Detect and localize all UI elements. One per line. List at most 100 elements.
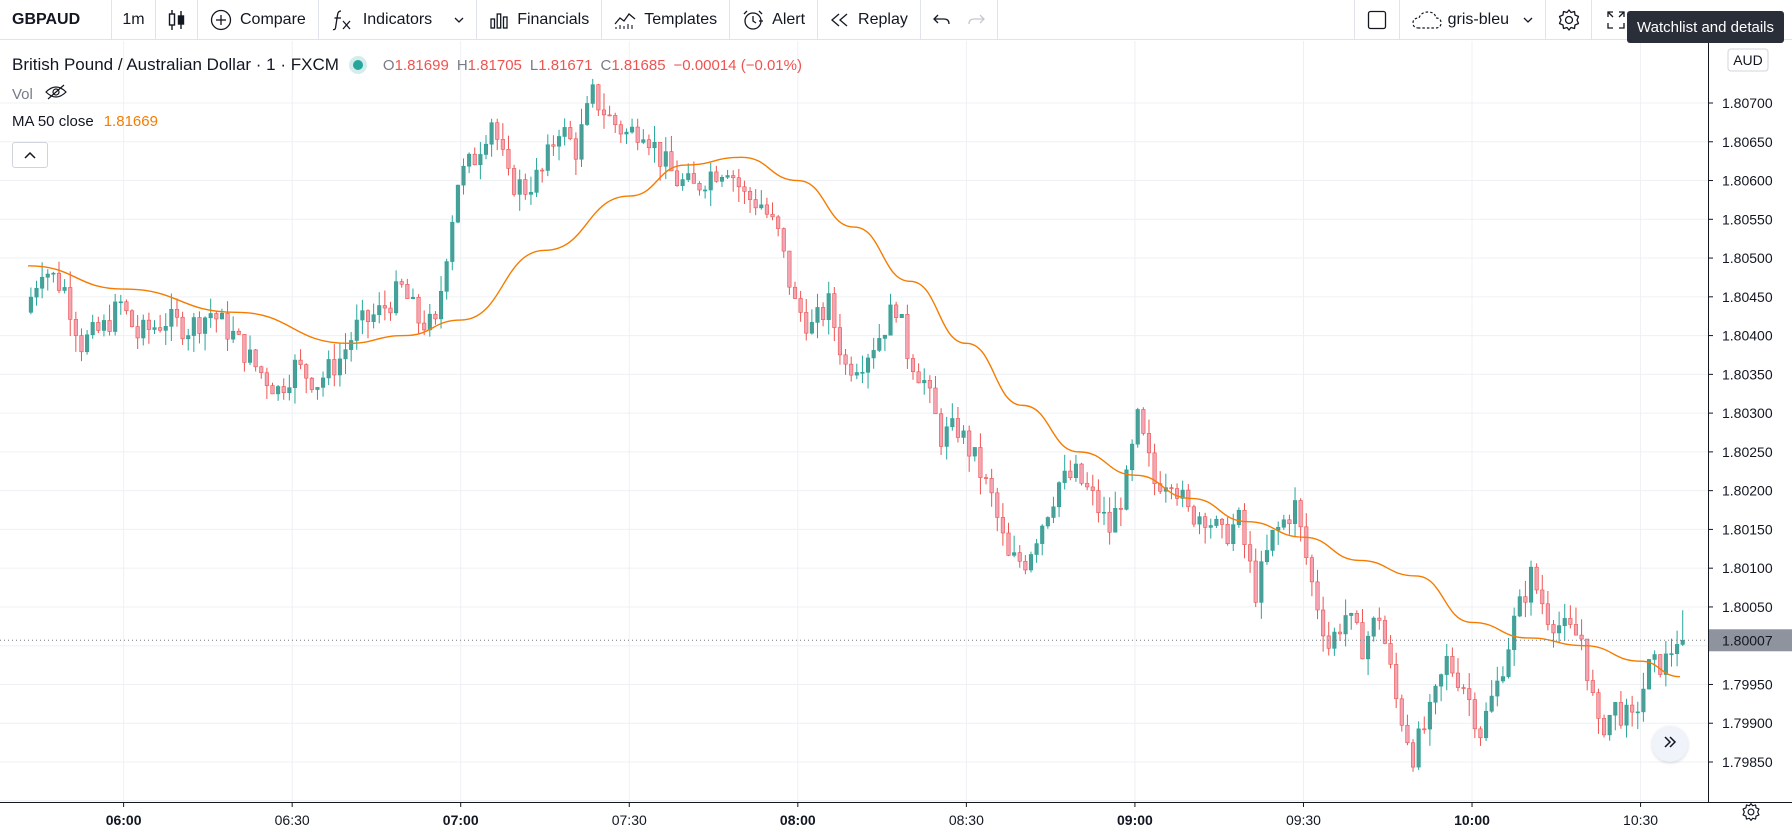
market-open-dot [352, 60, 363, 70]
candle [124, 299, 129, 315]
candle-body [1219, 518, 1225, 525]
candle [759, 190, 764, 210]
currency-badge[interactable]: AUD [1727, 48, 1769, 72]
candle [1467, 673, 1472, 717]
candle-body [152, 327, 157, 330]
candle-body [500, 139, 505, 150]
grid-lines [0, 41, 1708, 802]
candle-body [1141, 409, 1146, 434]
candle-body [1489, 695, 1494, 712]
chart-area[interactable]: 1.80700 1.80650 1.80600 1.80550 1.80500 1.804… [0, 41, 1792, 837]
candle [40, 262, 45, 299]
double-chevron-right-icon [1663, 735, 1677, 753]
candle-body [1484, 710, 1489, 739]
candle-body [1214, 518, 1219, 526]
alert-label: Alert [772, 10, 806, 28]
candle [686, 163, 691, 183]
candle-body [129, 310, 135, 327]
candle [208, 298, 213, 328]
scroll-to-realtime-button[interactable] [1652, 726, 1688, 762]
legend-title[interactable]: British Pound / Australian Dollar · 1 · … [12, 55, 339, 74]
candle [118, 294, 123, 315]
chevron-down-icon[interactable] [1523, 17, 1533, 23]
redo-icon[interactable] [967, 13, 985, 27]
candle-body [450, 221, 455, 262]
candle [748, 187, 753, 213]
candle [259, 365, 264, 379]
candle [1630, 695, 1635, 727]
replay-button[interactable]: Replay [818, 0, 921, 39]
candle [674, 160, 680, 187]
candle [377, 292, 382, 324]
candle [1057, 481, 1062, 518]
candle [219, 308, 224, 320]
candle [596, 83, 601, 116]
candle [416, 294, 421, 335]
candle [1276, 521, 1281, 545]
candle [950, 403, 955, 431]
candle-body [568, 127, 573, 140]
candle [304, 363, 309, 394]
candle [1366, 631, 1371, 676]
candle [832, 287, 837, 342]
candle-body [1208, 525, 1213, 528]
candle-body [40, 276, 45, 289]
symbol-search-button[interactable]: GBPAUD [0, 0, 112, 39]
gear-icon [1741, 802, 1761, 827]
eye-off-icon[interactable] [45, 84, 67, 104]
candle-body [882, 334, 887, 339]
candle-body [1107, 511, 1112, 533]
toolbar-spacer [998, 0, 1354, 39]
ma-label[interactable]: MA 50 close [12, 113, 94, 130]
candle-body [1326, 635, 1331, 649]
candle-body [596, 84, 601, 111]
price-axis[interactable]: 1.80700 1.80650 1.80600 1.80550 1.80500 1.804… [1708, 41, 1792, 802]
candle-body [1641, 688, 1646, 713]
alert-button[interactable]: Alert [730, 0, 819, 39]
volume-label[interactable]: Vol [12, 85, 33, 103]
candle [1337, 623, 1343, 641]
undo-icon[interactable] [932, 13, 951, 27]
candle [439, 276, 444, 329]
candle-body [433, 313, 438, 320]
templates-button[interactable]: Templates [602, 0, 731, 39]
time-tick-label: 08:00 [780, 812, 816, 828]
candle [989, 468, 994, 507]
financials-button[interactable]: Financials [477, 0, 603, 39]
save-layout-button[interactable]: gris-bleu [1400, 0, 1546, 39]
candle-body [1293, 500, 1298, 524]
candle [703, 185, 708, 199]
candle [427, 303, 432, 337]
chart-type-button[interactable] [156, 0, 198, 39]
indicators-button[interactable]: Indicators [319, 0, 478, 39]
interval-button[interactable]: 1m [112, 0, 156, 39]
candle-body [231, 330, 236, 340]
price-chart[interactable]: 1.80700 1.80650 1.80600 1.80550 1.80500 1.804… [0, 41, 1792, 837]
chart-settings-corner[interactable] [1736, 799, 1766, 829]
settings-button[interactable] [1546, 0, 1592, 39]
candle [871, 338, 876, 369]
candle-body [1090, 486, 1095, 491]
candle [894, 301, 899, 323]
candle-body [28, 296, 33, 313]
candle [562, 118, 567, 146]
candle-body [1405, 724, 1410, 744]
fullscreen-button[interactable] [1592, 0, 1792, 39]
candle-body [607, 114, 612, 117]
candle [1287, 514, 1292, 535]
collapse-legend-button[interactable] [12, 142, 48, 168]
candle [1130, 439, 1135, 482]
candle [225, 301, 230, 352]
candle [658, 142, 663, 181]
price-tick-label: 1.80550 [1722, 211, 1773, 227]
candle-body [877, 338, 882, 351]
candle-body [1613, 702, 1618, 716]
time-axis[interactable]: 06:00 06:30 07:00 07:30 08:00 08:30 09:00 09:30… [0, 802, 1792, 837]
candle-body [635, 126, 640, 143]
candle [776, 215, 781, 237]
compare-button[interactable]: Compare [198, 0, 319, 39]
chevron-down-icon[interactable] [454, 17, 464, 23]
candle-body [174, 309, 180, 318]
candle [169, 293, 174, 341]
layout-select-button[interactable] [1353, 0, 1400, 39]
